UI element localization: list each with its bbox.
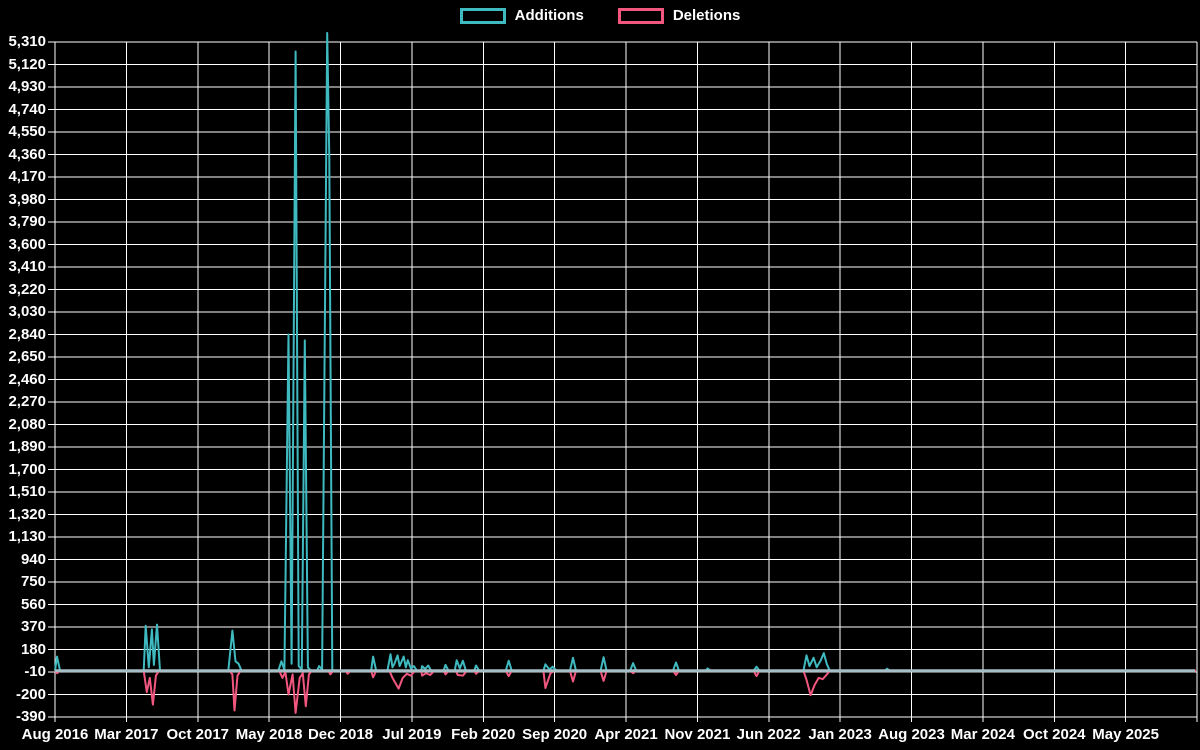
y-tick-label: 2,650 — [8, 348, 46, 365]
additions-swatch-icon — [459, 8, 506, 24]
y-tick-label: 2,080 — [8, 415, 46, 433]
y-tick-label: 4,360 — [8, 145, 46, 163]
y-tick-label: 3,600 — [8, 235, 46, 253]
y-tick-label: -200 — [15, 685, 46, 703]
x-tick-label: Mar 2024 — [950, 726, 1015, 743]
y-tick-label: 3,220 — [8, 280, 46, 298]
y-tick-label: 3,030 — [8, 303, 46, 320]
x-tick-label: Sep 2020 — [522, 726, 588, 743]
legend-item-additions[interactable]: Additions — [459, 7, 584, 25]
x-tick-label: Oct 2024 — [1022, 726, 1086, 743]
y-tick-label: 1,320 — [8, 505, 46, 523]
y-tick-label: 750 — [20, 573, 46, 590]
y-tick-label: 2,840 — [8, 325, 46, 343]
legend-label-additions: Additions — [514, 7, 584, 24]
x-tick-label: Nov 2021 — [664, 726, 731, 743]
y-tick-label: 3,980 — [8, 190, 46, 208]
x-tick-label: Jan 2023 — [808, 726, 872, 743]
y-tick-label: 4,740 — [8, 100, 46, 118]
additions-line — [54, 32, 1196, 672]
x-tick-label: Apr 2021 — [594, 726, 658, 743]
x-tick-label: Feb 2020 — [451, 726, 516, 743]
x-tick-label: May 2018 — [235, 726, 303, 743]
y-tick-label: 5,310 — [8, 33, 46, 50]
y-tick-label: 5,120 — [8, 55, 46, 73]
x-tick-label: Mar 2017 — [94, 726, 159, 743]
y-tick-label: 370 — [20, 618, 46, 635]
y-tick-label: 4,930 — [8, 78, 46, 95]
y-tick-label: 3,790 — [8, 213, 46, 230]
y-tick-label: 4,550 — [8, 123, 46, 140]
y-tick-label: -10 — [24, 663, 46, 680]
deletions-swatch-icon — [617, 8, 664, 24]
y-tick-label: 560 — [20, 595, 46, 613]
y-tick-label: 2,270 — [8, 393, 46, 410]
y-tick-label: -390 — [15, 708, 46, 725]
y-tick-label: 2,460 — [8, 370, 46, 388]
x-tick-label: Dec 2018 — [307, 726, 374, 743]
x-tick-label: May 2025 — [1092, 726, 1159, 743]
legend-item-deletions[interactable]: Deletions — [617, 7, 741, 25]
chart-legend: Additions Deletions — [0, 7, 1200, 25]
y-tick-label: 1,700 — [8, 460, 46, 478]
x-tick-label: Jun 2022 — [736, 726, 801, 743]
x-tick-label: Aug 2016 — [21, 726, 89, 743]
y-tick-label: 1,890 — [8, 438, 46, 455]
y-tick-label: 4,170 — [8, 168, 46, 185]
x-tick-label: Oct 2017 — [166, 726, 230, 743]
x-tick-label: Jul 2019 — [382, 726, 442, 743]
y-tick-label: 940 — [20, 550, 46, 568]
y-tick-label: 1,510 — [8, 483, 46, 500]
x-tick-label: Aug 2023 — [878, 726, 945, 743]
y-tick-label: 1,130 — [8, 528, 46, 545]
legend-label-deletions: Deletions — [672, 7, 741, 24]
y-tick-label: 180 — [20, 640, 46, 658]
y-tick-label: 3,410 — [8, 258, 46, 275]
